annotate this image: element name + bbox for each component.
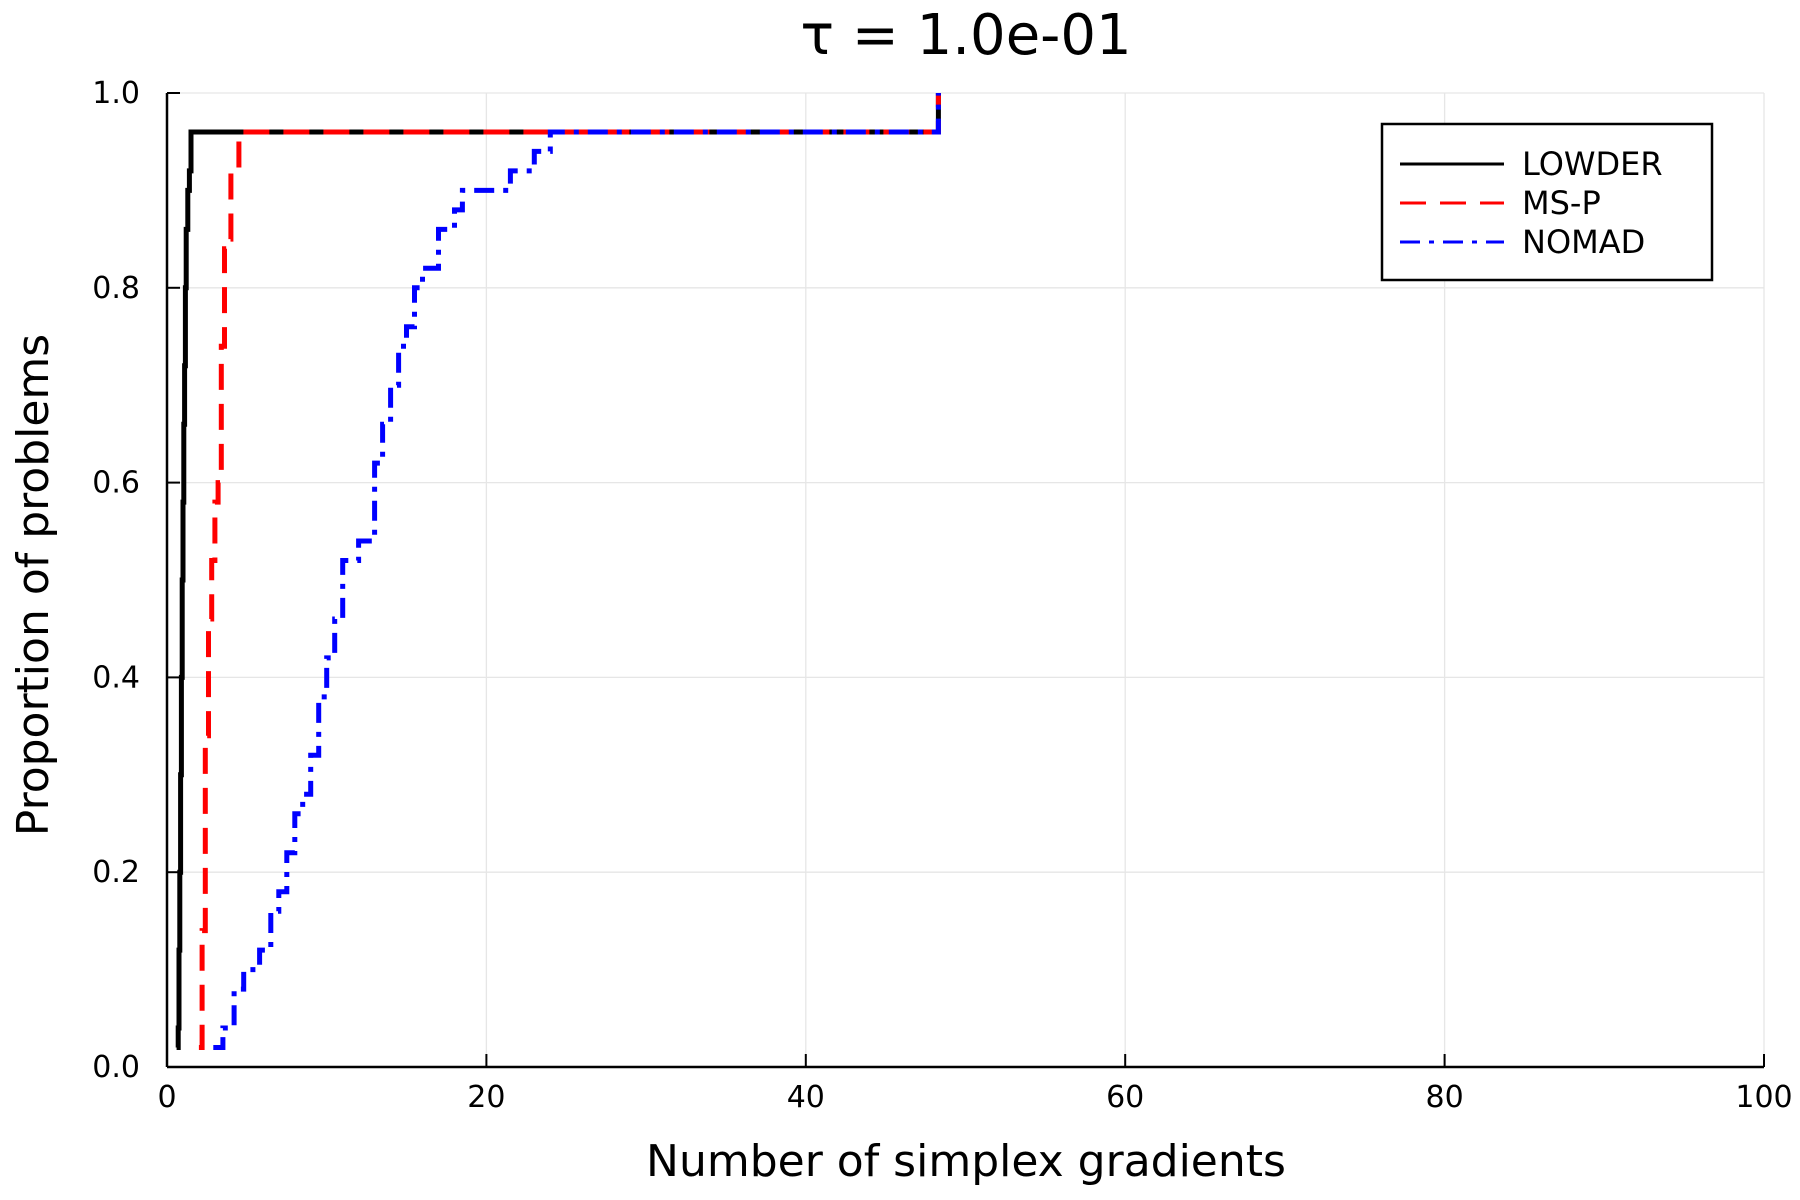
legend-label: NOMAD bbox=[1522, 223, 1645, 261]
x-tick-label: 100 bbox=[1735, 1080, 1792, 1115]
series-layer bbox=[175, 93, 941, 1050]
x-axis-label: Number of simplex gradients bbox=[646, 1136, 1286, 1187]
x-tick-label: 0 bbox=[157, 1080, 176, 1115]
series-line-nomad bbox=[213, 93, 941, 1050]
x-tick-label: 40 bbox=[787, 1080, 825, 1115]
tick-labels: 0 20 40 60 80 100 0.0 0.2 0.4 0.6 0.8 1.0 bbox=[92, 76, 1792, 1115]
y-tick-label: 1.0 bbox=[92, 76, 140, 111]
x-tick-label: 60 bbox=[1106, 1080, 1144, 1115]
y-tick-label: 0.4 bbox=[92, 660, 140, 695]
series-line-ms-p bbox=[198, 93, 941, 1050]
legend-label: LOWDER bbox=[1522, 145, 1663, 183]
y-axis-label: Proportion of problems bbox=[8, 334, 59, 836]
chart-title: τ = 1.0e-01 bbox=[800, 3, 1131, 68]
axes bbox=[165, 92, 1765, 1069]
legend-label: MS-P bbox=[1522, 184, 1601, 222]
x-tick-label: 20 bbox=[467, 1080, 505, 1115]
x-tick-label: 80 bbox=[1426, 1080, 1464, 1115]
legend-box bbox=[1380, 122, 1714, 282]
y-tick-label: 0.6 bbox=[92, 466, 140, 501]
y-tick-label: 0.0 bbox=[92, 1050, 140, 1085]
y-tick-label: 0.2 bbox=[92, 855, 140, 890]
y-tick-label: 0.8 bbox=[92, 271, 140, 306]
series-line-lowder bbox=[175, 93, 941, 1050]
